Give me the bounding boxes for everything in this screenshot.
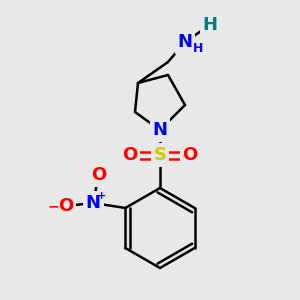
- Text: O: O: [182, 146, 198, 164]
- Text: O: O: [58, 197, 73, 215]
- Text: N: N: [178, 33, 193, 51]
- Text: O: O: [91, 166, 106, 184]
- Text: O: O: [122, 146, 138, 164]
- Text: N: N: [152, 121, 167, 139]
- Text: H: H: [202, 16, 217, 34]
- Text: −: −: [47, 199, 59, 213]
- Text: H: H: [193, 43, 203, 56]
- Text: +: +: [97, 191, 106, 201]
- Text: S: S: [154, 146, 166, 164]
- Text: N: N: [86, 194, 101, 212]
